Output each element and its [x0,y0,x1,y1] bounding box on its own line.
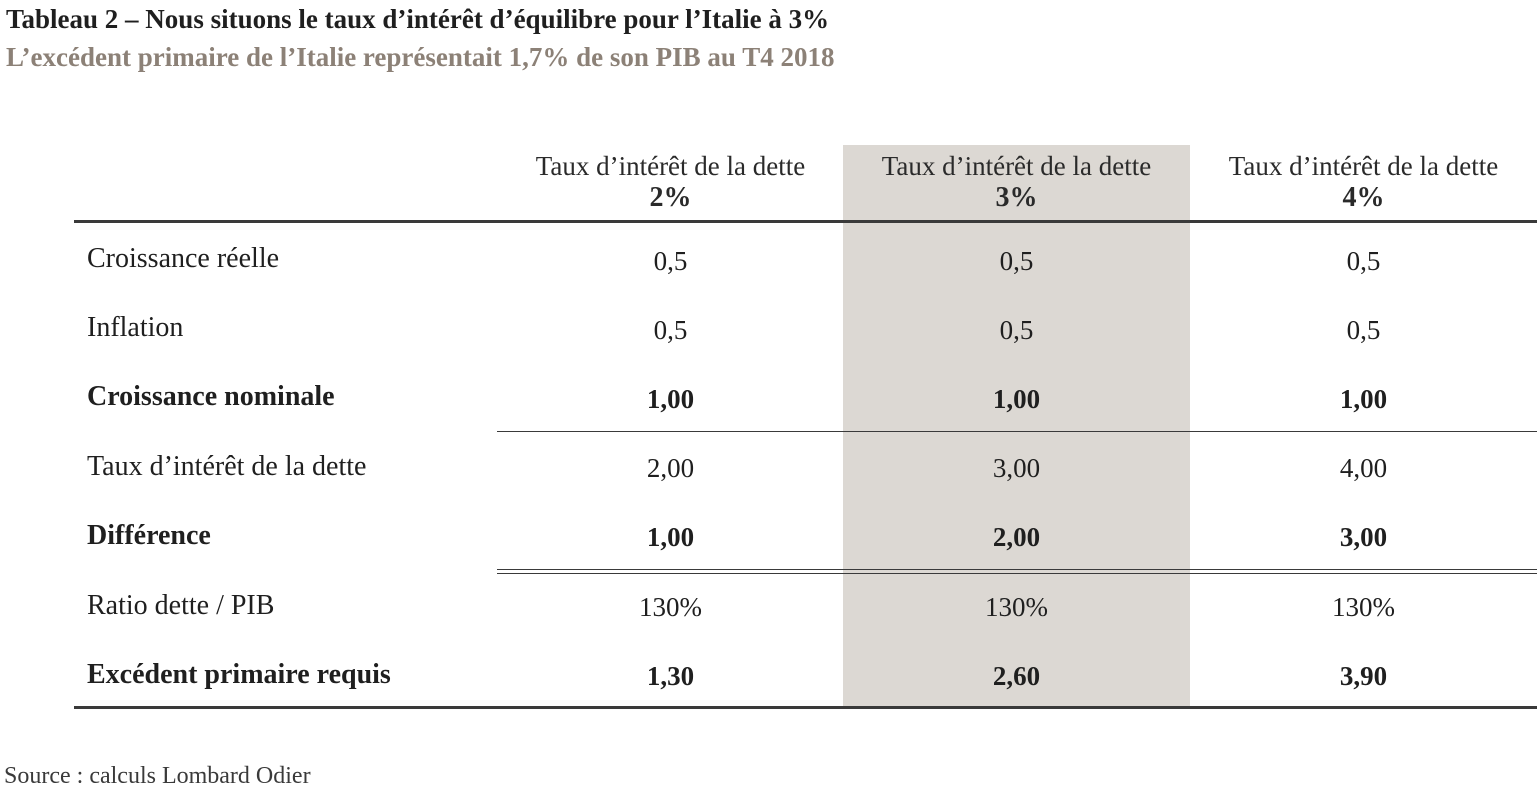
highlighted-column-background [843,145,1190,708]
row-label: Croissance nominale [87,381,335,412]
table-cell: 3,00 [992,453,1041,483]
table-cell: 2,00 [646,453,695,483]
column-header-label: Taux d’intérêt de la dette [881,151,1152,181]
column-header-rate: 4% [1342,182,1385,213]
row-label: Inflation [87,312,184,343]
table-cell: 0,5 [999,246,1034,276]
row-label: Croissance réelle [87,243,280,274]
table-cell: 1,00 [646,522,695,552]
row-label: Excédent primaire requis [87,659,391,690]
table-cell: 0,5 [653,315,688,345]
table-cell: 4,00 [1339,453,1388,483]
table-cell: 0,5 [1346,315,1381,345]
table-subtitle: L’excédent primaire de l’Italie représen… [6,42,835,72]
table-cell: 3,00 [1339,522,1388,552]
table-cell: 2,00 [992,522,1041,552]
row-label: Ratio dette / PIB [87,590,275,621]
section-rule-2b [497,573,1537,574]
table-cell: 1,30 [646,661,695,691]
table-cell: 0,5 [653,246,688,276]
table-cell: 0,5 [1346,246,1381,276]
table-cell: 1,00 [646,384,695,414]
source-note: Source : calculs Lombard Odier [4,763,311,789]
column-header-1: Taux d’intérêt de la dette 2% [497,150,844,213]
table-cell: 0,5 [999,315,1034,345]
table-cell: 2,60 [992,661,1041,691]
column-header-3: Taux d’intérêt de la dette 4% [1190,150,1537,213]
row-label: Taux d’intérêt de la dette [87,451,367,482]
table-cell: 1,00 [992,384,1041,414]
column-header-rate: 2% [649,182,692,213]
column-header-rate: 3% [995,182,1038,213]
section-rule-1 [497,431,1537,432]
table-cell: 1,00 [1339,384,1388,414]
table-title: Tableau 2 – Nous situons le taux d’intér… [6,4,830,34]
bottom-rule [74,706,1537,709]
table-cell: 130% [1332,592,1395,622]
header-rule [74,220,1537,223]
table-cell: 3,90 [1339,661,1388,691]
table-cell: 130% [639,592,702,622]
section-rule-2a [497,569,1537,570]
table-cell: 130% [985,592,1048,622]
row-label: Différence [87,520,211,551]
column-header-label: Taux d’intérêt de la dette [1228,151,1499,181]
column-header-label: Taux d’intérêt de la dette [535,151,806,181]
column-header-2: Taux d’intérêt de la dette 3% [843,150,1190,213]
